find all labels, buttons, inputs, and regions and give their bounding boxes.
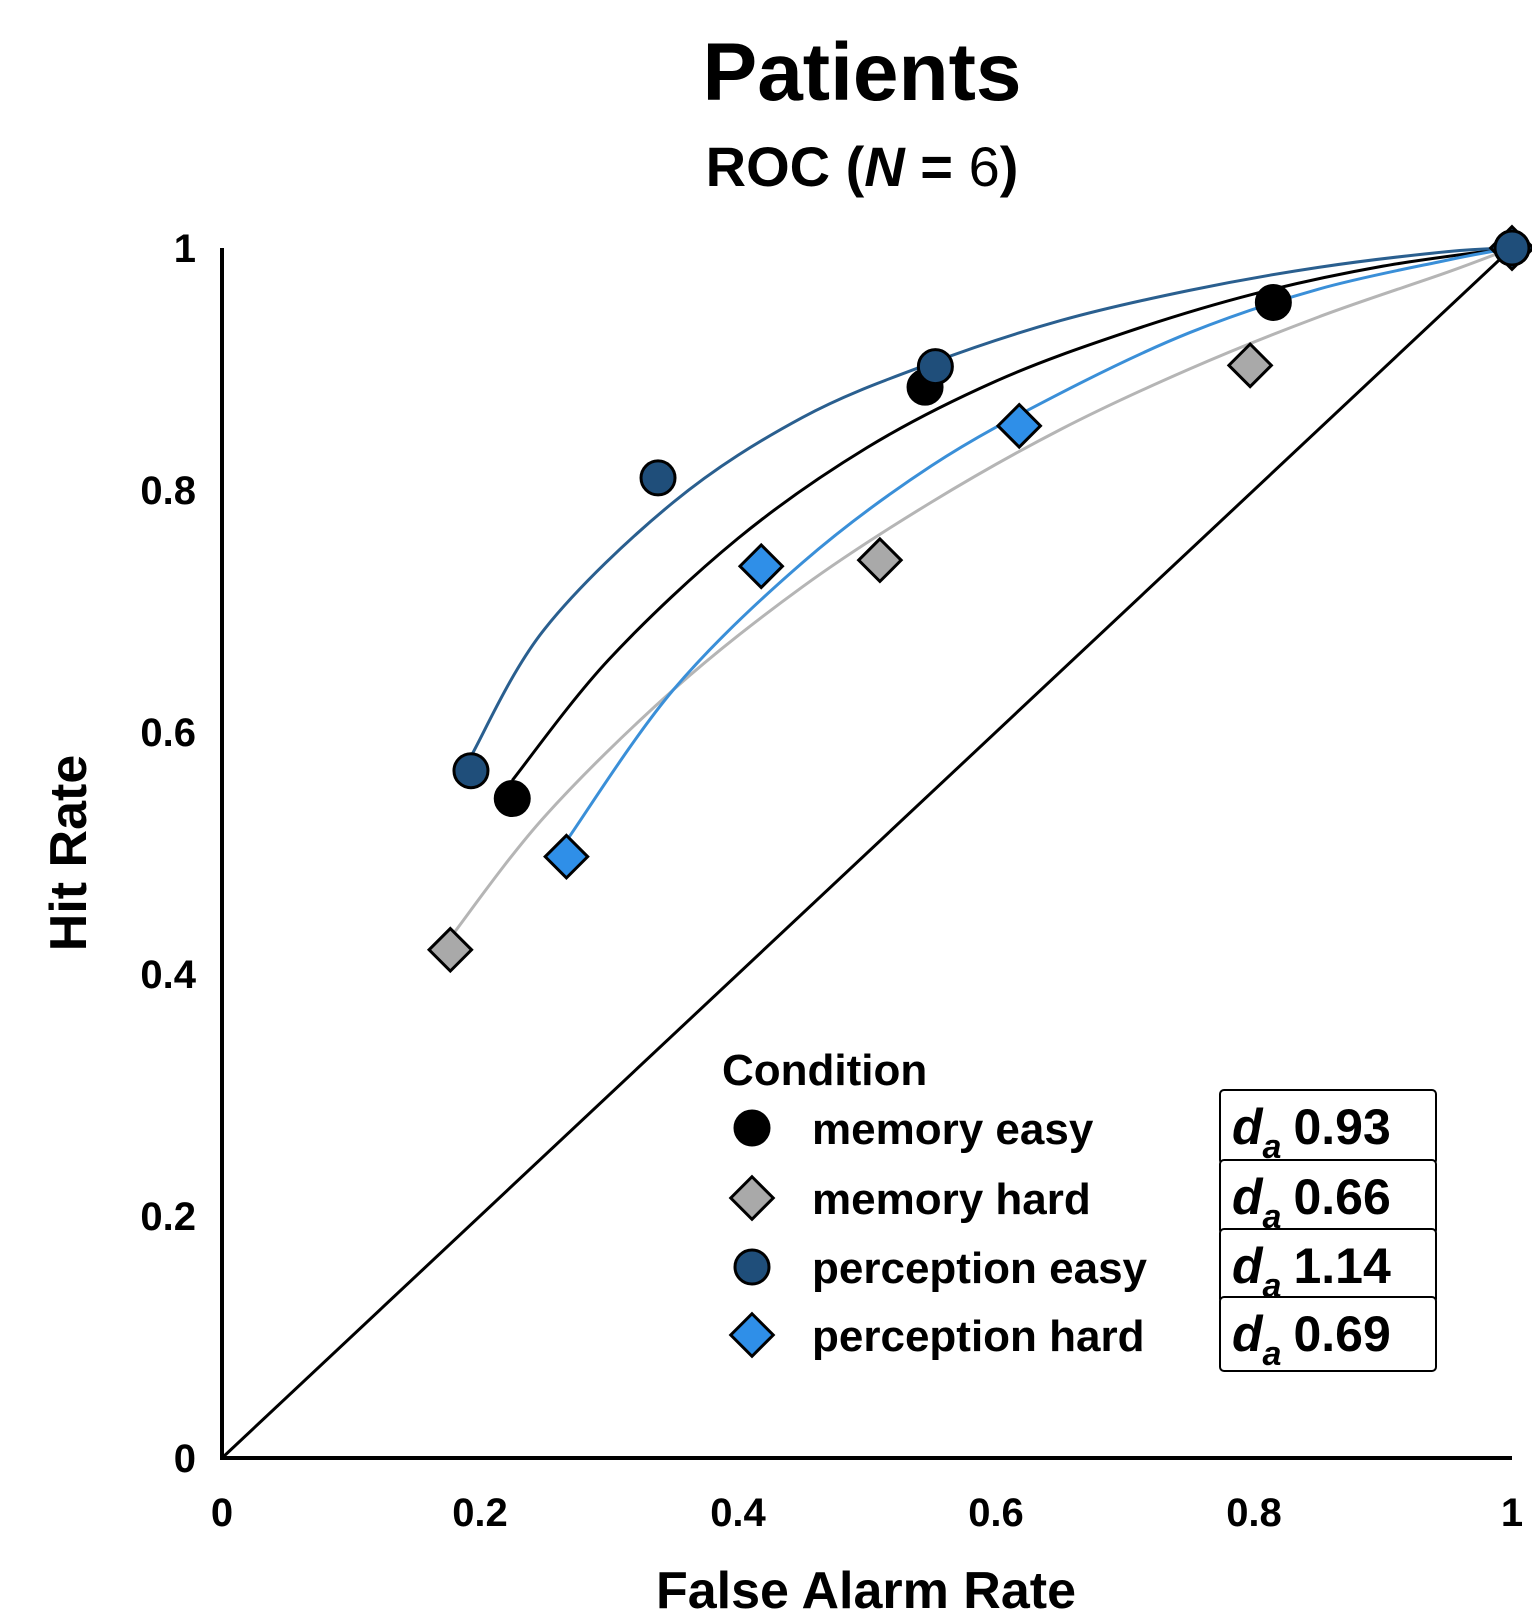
subtitle-n-symbol: N bbox=[864, 135, 906, 198]
memory-easy-legend-label: memory easy bbox=[812, 1105, 1094, 1154]
perception-easy-point bbox=[1493, 229, 1531, 267]
memory-easy-legend-marker bbox=[733, 1109, 771, 1147]
y-axis-label: Hit Rate bbox=[40, 755, 98, 951]
memory-hard-legend-label: memory hard bbox=[812, 1175, 1091, 1224]
memory-easy-curve bbox=[511, 246, 1513, 782]
da-symbol: d bbox=[1232, 1306, 1264, 1362]
da-value: 1.14 bbox=[1293, 1238, 1391, 1294]
memory-hard-da-label: da 0.66 bbox=[1232, 1169, 1391, 1236]
perception-hard-point bbox=[737, 542, 785, 590]
perception-hard-point bbox=[995, 402, 1043, 450]
perception-easy-legend-label: perception easy bbox=[812, 1244, 1148, 1293]
axis-ticks: 0 0.2 0.4 0.6 0.8 1 0 0.2 0.4 0.6 0.8 1 bbox=[140, 227, 1523, 1535]
chance-diagonal-line bbox=[220, 246, 1514, 1460]
da-value: 0.93 bbox=[1293, 1099, 1390, 1155]
perception-easy-da-label: da 1.14 bbox=[1232, 1238, 1391, 1305]
x-tick-label: 0.6 bbox=[968, 1491, 1024, 1535]
y-tick-label: 0.4 bbox=[140, 953, 196, 997]
subtitle-n-value: 6 bbox=[969, 135, 1000, 198]
subtitle-prefix: ROC ( bbox=[706, 135, 865, 198]
data-points bbox=[426, 224, 1532, 974]
memory-hard-point bbox=[426, 926, 474, 974]
perception-hard-curve bbox=[565, 246, 1513, 842]
y-tick-label: 0.6 bbox=[140, 711, 196, 755]
x-axis-label: False Alarm Rate bbox=[656, 1562, 1076, 1616]
memory-easy-point bbox=[1254, 283, 1292, 321]
chart-subtitle: ROC (N = 6) bbox=[706, 135, 1019, 198]
y-tick-label: 1 bbox=[174, 227, 196, 271]
da-subscript: a bbox=[1263, 1335, 1282, 1373]
subtitle-equals: = bbox=[905, 135, 969, 198]
x-tick-label: 0.8 bbox=[1226, 1491, 1282, 1535]
perception-easy-curve bbox=[469, 246, 1513, 757]
memory-hard-curve bbox=[449, 246, 1513, 939]
da-subscript: a bbox=[1263, 1198, 1282, 1236]
perception-easy-point bbox=[452, 752, 490, 790]
da-symbol: d bbox=[1232, 1169, 1264, 1225]
memory-hard-legend-marker bbox=[728, 1174, 776, 1222]
da-value: 0.69 bbox=[1293, 1306, 1390, 1362]
da-symbol: d bbox=[1232, 1238, 1264, 1294]
memory-hard-point bbox=[856, 536, 904, 584]
roc-curves bbox=[449, 246, 1513, 939]
da-subscript: a bbox=[1263, 1267, 1282, 1305]
memory-hard-point bbox=[1226, 341, 1274, 389]
perception-easy-legend-marker bbox=[733, 1248, 771, 1286]
perception-hard-legend-label: perception hard bbox=[812, 1312, 1145, 1361]
perception-hard-point bbox=[543, 833, 590, 881]
x-tick-label: 0.2 bbox=[452, 1491, 508, 1535]
subtitle-suffix: ) bbox=[1000, 135, 1019, 198]
x-tick-label: 1 bbox=[1501, 1491, 1523, 1535]
y-tick-label: 0.8 bbox=[140, 469, 196, 513]
da-symbol: d bbox=[1232, 1099, 1264, 1155]
perception-hard-da-label: da 0.69 bbox=[1232, 1306, 1391, 1373]
perception-hard-legend-marker bbox=[728, 1311, 776, 1359]
perception-hard-da-box bbox=[1219, 1296, 1437, 1372]
y-tick-label: 0 bbox=[174, 1437, 196, 1481]
x-tick-label: 0.4 bbox=[710, 1491, 766, 1535]
y-tick-label: 0.2 bbox=[140, 1195, 196, 1239]
da-subscript: a bbox=[1263, 1128, 1282, 1166]
perception-easy-point bbox=[916, 348, 954, 386]
da-value: 0.66 bbox=[1293, 1169, 1390, 1225]
x-tick-label: 0 bbox=[211, 1491, 233, 1535]
perception-easy-point bbox=[639, 459, 677, 497]
memory-easy-point bbox=[493, 780, 531, 818]
chart-title: Patients bbox=[703, 27, 1022, 118]
legend-title: Condition bbox=[722, 1046, 927, 1095]
memory-easy-da-label: da 0.93 bbox=[1232, 1099, 1391, 1166]
